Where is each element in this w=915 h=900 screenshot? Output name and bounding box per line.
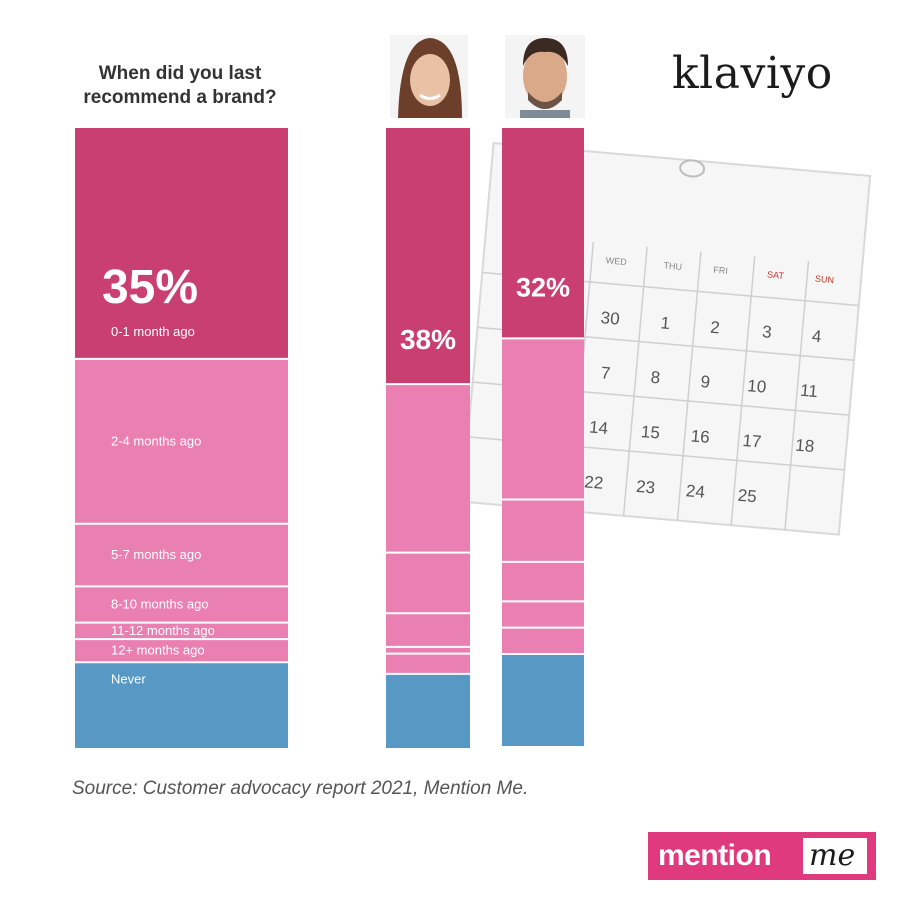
bar-3-segment-4 [502, 561, 584, 602]
female-portrait [390, 35, 468, 118]
bar-1-segment-5 [75, 622, 288, 640]
chart-title: When did you last recommend a brand? [83, 63, 277, 108]
category-label-6: 12+ months ago [111, 643, 205, 658]
bar-3-segment-1 [502, 128, 584, 339]
svg-text:16: 16 [690, 426, 711, 447]
category-label-5: 11-12 months ago [111, 623, 215, 638]
bar-2-segment-1 [386, 128, 470, 385]
svg-text:23: 23 [635, 477, 656, 498]
svg-text:30: 30 [600, 308, 621, 329]
svg-text:1: 1 [660, 313, 671, 333]
svg-text:SAT: SAT [767, 269, 785, 280]
category-label-3: 5-7 months ago [111, 547, 201, 562]
bar-1-segment-4 [75, 586, 288, 623]
bar-2-segment-6 [386, 653, 470, 674]
svg-text:10: 10 [747, 376, 768, 397]
category-label-2: 2-4 months ago [111, 433, 201, 448]
bar-1-value-label: 35% [102, 261, 198, 314]
svg-text:9: 9 [700, 372, 711, 392]
bar-group-2: 38% [386, 128, 470, 748]
bar-2-segment-4 [386, 613, 470, 647]
svg-text:24: 24 [685, 481, 706, 502]
svg-text:25: 25 [737, 486, 758, 507]
svg-text:4: 4 [811, 327, 822, 347]
male-portrait [505, 35, 585, 118]
svg-text:18: 18 [795, 436, 816, 457]
source-note: Source: Customer advocacy report 2021, M… [72, 778, 529, 799]
category-label-1: 0-1 month ago [111, 324, 195, 339]
svg-text:3: 3 [761, 322, 772, 342]
svg-text:11: 11 [799, 381, 818, 401]
bar-1-segment-7 [75, 662, 288, 748]
bar-3-segment-7 [502, 653, 584, 746]
svg-text:8: 8 [650, 368, 661, 388]
category-label-7: Never [111, 671, 146, 686]
mention-me-logo-script: me [809, 838, 856, 873]
bar-1-segment-3 [75, 523, 288, 587]
bar-2-value-label: 38% [400, 324, 456, 355]
bar-2-segment-2 [386, 384, 470, 553]
bar-3-segment-2 [502, 338, 584, 500]
svg-text:14: 14 [588, 417, 609, 438]
bar-2-segment-5 [386, 646, 470, 654]
svg-text:22: 22 [584, 472, 605, 493]
klaviyo-logo: klaviyo [672, 48, 833, 99]
svg-text:7: 7 [600, 363, 611, 383]
bar-2-segment-3 [386, 552, 470, 614]
mention-me-logo-box: me [803, 838, 867, 874]
bar-2-segment-7 [386, 673, 470, 748]
mention-me-logo: mention me [648, 832, 876, 880]
bar-group-1: 35% 0-1 month ago 2-4 months ago 5-7 months… [75, 128, 288, 748]
bar-1-segment-2 [75, 358, 288, 524]
svg-text:SUN: SUN [815, 274, 835, 286]
bar-3-segment-6 [502, 627, 584, 654]
svg-text:THU: THU [663, 260, 682, 272]
svg-text:2: 2 [710, 318, 721, 338]
svg-text:WED: WED [605, 255, 627, 267]
bar-1-segment-1 [75, 128, 288, 359]
bar-3-value-label: 32% [516, 272, 570, 302]
svg-text:FRI: FRI [713, 265, 728, 276]
mention-me-logo-word: mention [658, 839, 772, 872]
bar-3-segment-3 [502, 499, 584, 562]
svg-text:15: 15 [640, 422, 661, 443]
category-label-4: 8-10 months ago [111, 597, 209, 612]
bar-1-segment-6 [75, 639, 288, 663]
bar-3-segment-5 [502, 601, 584, 628]
svg-text:17: 17 [742, 431, 763, 452]
bar-group-3: 32% [502, 128, 584, 746]
